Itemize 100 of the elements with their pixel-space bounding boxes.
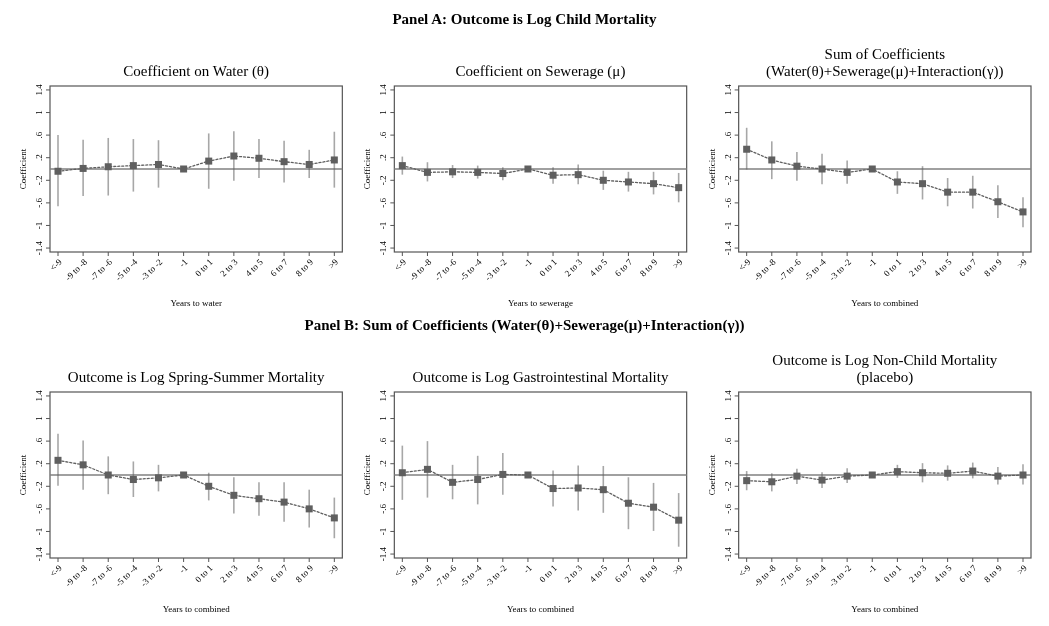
y-tick-label: 1 <box>378 416 389 421</box>
point <box>305 160 313 168</box>
y-tick-label: -1.4 <box>34 240 44 256</box>
x-tick-label: -7 to -6 <box>432 562 459 589</box>
x-tick-label: >9 <box>1015 256 1030 271</box>
x-tick-label: -9 to -8 <box>407 256 434 283</box>
text: Panel A: Outcome is Log Child Mortality <box>392 11 658 27</box>
x-tick-label: >9 <box>1015 562 1030 577</box>
x-tick-label: -7 to -6 <box>88 562 115 589</box>
x-tick-label: -3 to -2 <box>482 562 509 589</box>
point <box>893 468 901 476</box>
x-tick-label: 6 to 7 <box>957 562 979 585</box>
y-axis-title: Coefficient <box>362 454 373 496</box>
y-tick-label: 1 <box>722 110 733 115</box>
y-tick-label: -.2 <box>34 175 44 186</box>
point <box>624 178 632 186</box>
x-axis-title: Years to water <box>170 298 222 308</box>
point <box>599 486 607 494</box>
y-tick-label: -1 <box>378 527 389 536</box>
y-tick-label: -.6 <box>722 503 733 514</box>
point <box>79 164 87 172</box>
x-tick-label: -9 to -8 <box>751 562 779 589</box>
point <box>624 499 632 507</box>
y-tick-label: .6 <box>378 437 389 445</box>
point <box>743 145 751 153</box>
y-tick-label: -1 <box>722 527 733 536</box>
x-tick-label: 8 to 9 <box>637 256 660 279</box>
x-tick-label: 6 to 7 <box>957 256 979 279</box>
y-tick-label: -1 <box>34 221 44 230</box>
x-tick-label: <-9 <box>47 562 65 579</box>
x-tick-label: -7 to -6 <box>432 256 459 283</box>
x-tick-label: -7 to -6 <box>776 256 804 283</box>
x-tick-label: -1 <box>865 256 879 270</box>
point <box>793 162 801 170</box>
x-tick-label: 2 to 3 <box>906 256 929 279</box>
x-axis-title: Years to combined <box>851 604 919 614</box>
point <box>768 156 776 164</box>
x-tick-label: <-9 <box>47 256 65 273</box>
point <box>54 167 62 175</box>
y-tick-label: .2 <box>378 460 389 468</box>
point <box>180 165 188 173</box>
x-axis-title: Years to combined <box>162 604 231 614</box>
point <box>129 476 137 484</box>
y-tick-label: 1 <box>34 416 44 421</box>
y-tick-label: -.6 <box>378 503 389 514</box>
x-tick-label: -1 <box>177 256 190 270</box>
x-tick-label: <-9 <box>392 562 409 579</box>
x-tick-label: -7 to -6 <box>776 562 804 589</box>
x-tick-label: 8 to 9 <box>982 562 1005 585</box>
y-tick-label: -.2 <box>722 481 733 492</box>
y-tick-label: -.2 <box>34 481 44 492</box>
point <box>54 456 62 464</box>
y-tick-label: 1.4 <box>722 83 733 96</box>
point <box>994 472 1002 480</box>
point <box>330 514 338 522</box>
chart-title: Outcome is Log Non-Child Mortality (placebo) <box>772 352 998 386</box>
point <box>675 184 683 192</box>
y-axis-title: Coefficient <box>706 454 717 496</box>
y-tick-label: 1.4 <box>34 389 44 402</box>
x-tick-label: 6 to 7 <box>612 562 635 585</box>
x-tick-label: -9 to -8 <box>63 562 90 589</box>
y-tick-label: -1.4 <box>378 546 389 562</box>
x-tick-label: -9 to -8 <box>751 256 779 283</box>
x-tick-label: 6 to 7 <box>268 562 291 585</box>
y-tick-label: -.6 <box>34 197 44 208</box>
x-tick-label: -9 to -8 <box>63 256 90 283</box>
x-tick-label: 2 to 3 <box>218 256 241 279</box>
point <box>893 178 901 186</box>
y-axis-title: Coefficient <box>18 454 28 496</box>
x-tick-label: 8 to 9 <box>293 256 316 279</box>
y-tick-label: .6 <box>722 437 733 445</box>
x-tick-label: 8 to 9 <box>982 256 1005 279</box>
x-tick-label: 0 to 1 <box>881 562 904 585</box>
point <box>129 162 137 170</box>
x-tick-label: >9 <box>670 562 685 577</box>
x-tick-label: 8 to 9 <box>637 562 660 585</box>
y-axis-title: Coefficient <box>706 148 717 190</box>
point <box>230 152 238 160</box>
point <box>969 467 977 475</box>
x-axis-title: Years to combined <box>851 298 919 308</box>
y-tick-label: -1 <box>34 527 44 536</box>
x-tick-label: 0 to 1 <box>193 256 215 279</box>
x-axis-title: Years to combined <box>506 604 575 614</box>
point <box>919 469 927 477</box>
point <box>330 156 338 164</box>
point <box>104 163 112 171</box>
x-tick-label: -5 to -4 <box>113 562 140 589</box>
point <box>423 168 431 176</box>
point <box>599 176 607 184</box>
chart-title: Outcome is Log Gastrointestinal Mortality <box>412 369 669 385</box>
y-axis-title: Coefficient <box>18 148 28 190</box>
point <box>305 505 313 513</box>
point <box>154 474 162 482</box>
x-tick-label: -5 to -4 <box>113 256 140 283</box>
y-tick-label: 1.4 <box>722 389 733 402</box>
point <box>449 478 457 486</box>
point <box>280 498 288 506</box>
x-tick-label: 4 to 5 <box>931 562 954 585</box>
x-tick-label: 4 to 5 <box>243 256 266 279</box>
y-tick-label: .2 <box>34 154 44 162</box>
